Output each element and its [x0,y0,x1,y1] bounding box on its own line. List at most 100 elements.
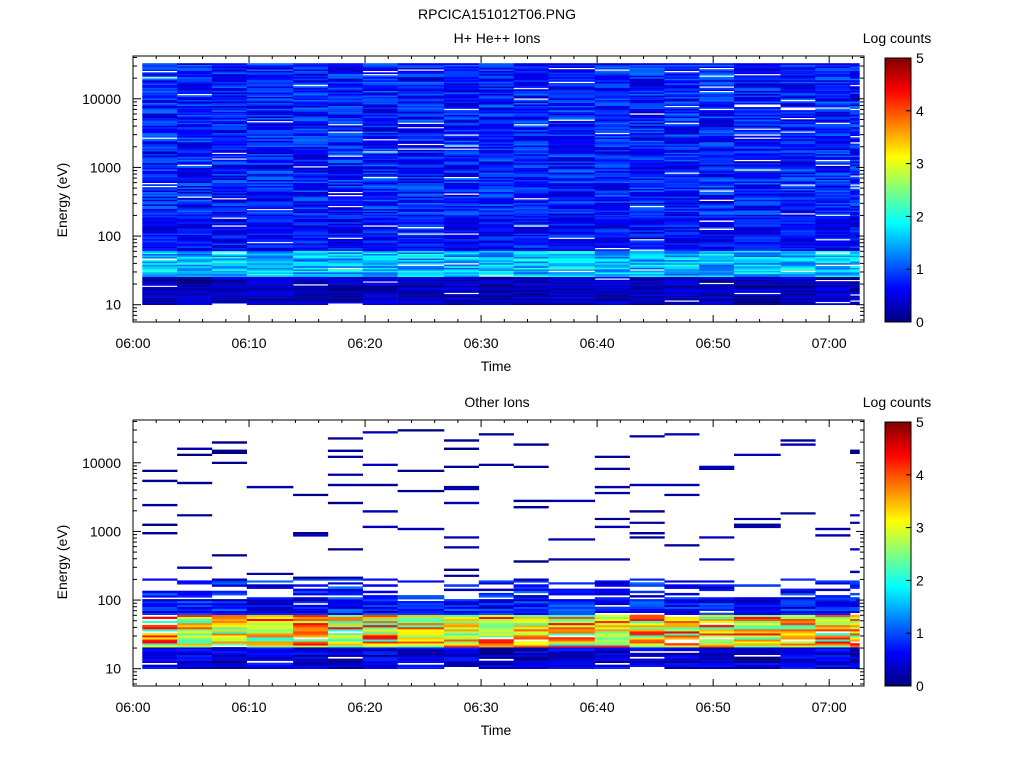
heatmap-cell [548,197,596,200]
heatmap-cell [664,228,700,231]
axis-ticks: 06:00 06:10 06:20 06:30 06:40 06:50 07:0010100… [82,56,864,351]
heatmap-cell [548,558,596,561]
heatmap-cell [293,286,329,289]
heatmap-cell [293,243,329,245]
heatmap-cell [629,131,665,134]
heatmap-cell [780,67,816,70]
heatmap-cell [397,179,445,182]
heatmap-cell [211,81,247,84]
heatmap-cell [327,269,363,271]
heatmap-cell [397,205,445,208]
heatmap-cell [815,225,851,227]
heatmap-cell [177,176,213,179]
heatmap-cell [629,93,665,96]
heatmap-cell [444,184,480,186]
heatmap-cell [293,606,329,609]
heatmap-cell [664,292,700,295]
heatmap-cell [211,244,247,247]
heatmap-cell [594,102,630,105]
heatmap-cell [850,654,860,657]
heatmap-cell [362,159,398,162]
heatmap-cell [734,244,781,247]
heatmap-cell [142,148,178,150]
heatmap-cell [444,295,480,298]
heatmap-cell [327,285,363,288]
heatmap-cell [548,241,596,244]
heatmap-cell [211,110,247,112]
heatmap-cell [780,602,816,606]
heatmap-cell [327,624,363,628]
heatmap-cell [397,256,445,259]
heatmap-cell [177,101,213,103]
heatmap-cell [142,225,178,227]
heatmap-cell [293,247,329,250]
heatmap-cell [362,194,398,197]
heatmap-cell [594,217,630,220]
heatmap-cell [362,149,398,152]
heatmap-cell [780,178,816,180]
heatmap-cell [293,649,329,652]
heatmap-cell [594,95,630,97]
heatmap-cell [142,635,178,638]
heatmap-cell [513,465,549,468]
heatmap-cell [664,297,700,299]
heatmap-cell [444,117,480,120]
heatmap-cell [629,295,665,298]
heatmap-cell [664,169,700,171]
heatmap-cell [177,649,213,652]
heatmap-cell [478,643,514,646]
heatmap-cell [327,599,363,602]
heatmap-cell [444,259,480,262]
heatmap-cell [513,647,549,650]
heatmap-cell [548,165,596,168]
heatmap-cell [444,137,480,140]
heatmap-cell [478,250,514,253]
heatmap-cell [327,95,363,97]
heatmap-cell [478,231,514,234]
heatmap-cell [664,616,700,619]
heatmap-cell [780,70,816,73]
heatmap-cell [699,194,735,197]
heatmap-cell [594,134,630,136]
heatmap-cell [211,298,247,301]
heatmap-cell [513,165,549,168]
heatmap-cell [246,629,294,632]
axis-ticks: 06:00 06:10 06:20 06:30 06:40 06:50 07:0010100… [82,420,864,715]
heatmap-cell [444,218,480,221]
heatmap-cell [211,262,247,265]
heatmap-cell [548,601,596,604]
heatmap-cell [293,172,329,175]
heatmap-cell [362,262,398,265]
heatmap-cell [142,181,178,183]
heatmap-cell [246,249,294,251]
heatmap-cell [594,148,630,150]
heatmap-cell [815,220,851,223]
heatmap-cell [513,107,549,109]
heatmap-cell [780,191,816,194]
heatmap-cell [594,580,630,583]
heatmap-cell [699,264,735,267]
heatmap-cell [664,241,700,244]
heatmap-cell [327,662,363,665]
heatmap-cell [629,170,665,173]
heatmap-cell [594,601,630,604]
heatmap-cell [327,592,363,596]
heatmap-cell [397,193,445,195]
heatmap-cell [478,652,514,655]
heatmap-cell [594,294,630,296]
heatmap-cell [815,181,851,183]
heatmap-cell [327,196,363,199]
heatmap-cell [478,230,514,232]
heatmap-cell [513,101,549,103]
heatmap-cell [594,641,630,644]
heatmap-cell [815,187,851,189]
heatmap-cell [142,197,178,200]
heatmap-cell [594,182,630,185]
heatmap-cell [478,148,514,150]
heatmap-cell [699,626,735,630]
heatmap-cell [664,221,700,224]
heatmap-cell [850,169,860,171]
heatmap-cell [293,170,329,173]
heatmap-cell [362,99,398,102]
heatmap-cell [211,234,247,237]
